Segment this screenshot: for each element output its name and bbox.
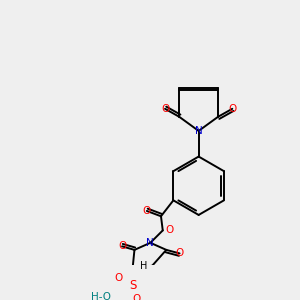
Text: O: O <box>161 104 169 114</box>
Text: N: N <box>146 238 154 248</box>
Text: N: N <box>195 126 203 136</box>
Text: H: H <box>140 261 148 271</box>
Text: O: O <box>118 241 126 251</box>
Text: O: O <box>143 206 151 216</box>
Text: O: O <box>114 273 123 283</box>
Text: S: S <box>129 279 136 292</box>
Text: O: O <box>176 248 184 258</box>
Text: O: O <box>228 104 236 114</box>
Text: H-O: H-O <box>92 292 112 300</box>
Text: O: O <box>132 294 140 300</box>
Text: O: O <box>166 225 174 236</box>
